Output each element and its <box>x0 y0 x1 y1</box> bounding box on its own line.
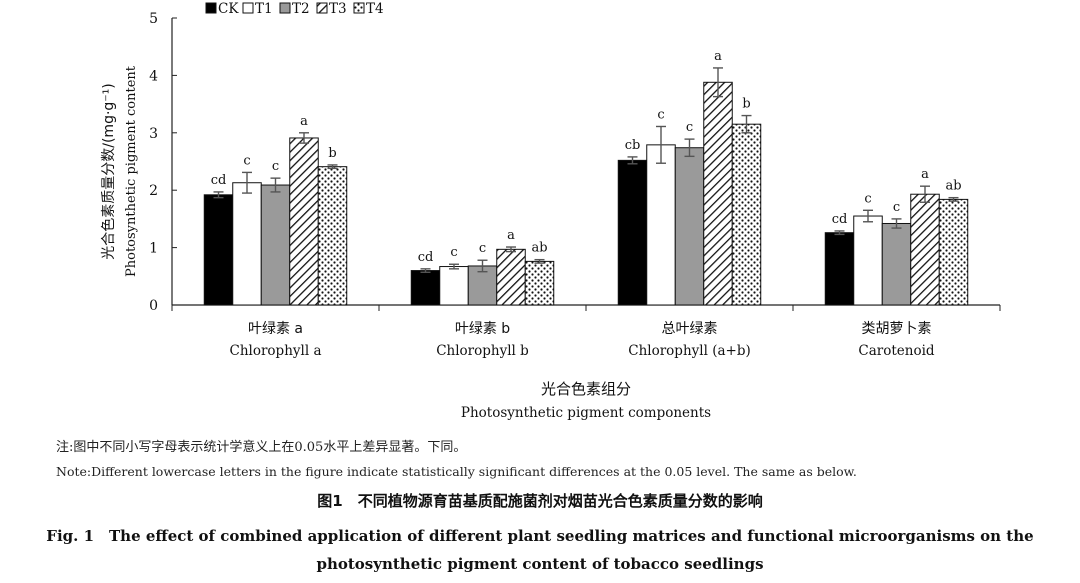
significance-letter: c <box>686 120 693 135</box>
significance-letter: cd <box>418 250 434 265</box>
category-label-cn: 叶绿素 a <box>248 321 303 337</box>
legend-swatch-t3 <box>316 2 328 14</box>
legend: CK T1 T2 T3 T4 <box>205 1 384 17</box>
bar-t3 <box>910 193 940 306</box>
significance-letter: c <box>893 200 900 215</box>
significance-letter: a <box>921 167 929 182</box>
bar-t1 <box>439 266 469 306</box>
bar-t4 <box>524 260 555 306</box>
bar-t3 <box>289 137 319 306</box>
y-tick-label: 4 <box>149 68 158 84</box>
legend-swatch-t2 <box>279 2 291 14</box>
bar-t4 <box>317 166 348 306</box>
bar-ck <box>203 194 234 306</box>
bar-t2 <box>260 184 291 306</box>
bar-t4 <box>938 198 969 306</box>
y-tick-label: 1 <box>149 241 158 257</box>
x-axis-title-cn: 光合色素组分 <box>541 380 631 398</box>
bars <box>203 67 969 306</box>
y-tick-label: 0 <box>149 298 158 314</box>
y-tick-label: 3 <box>149 126 158 142</box>
figure-caption-english-line-1: Fig. 1 The effect of combined applicatio… <box>46 527 1034 545</box>
y-axis-title-en: Photosynthetic pigment content <box>124 65 139 277</box>
figure-note-chinese: 注:图中不同小写字母表示统计学意义上在0.05水平上差异显著。下同。 <box>56 440 467 455</box>
bar-ck <box>617 159 648 306</box>
bar-ck <box>824 232 855 306</box>
bar-t2 <box>881 222 912 306</box>
legend-swatch-t4 <box>353 2 365 14</box>
significance-letter: a <box>714 49 722 64</box>
bar-t1 <box>853 215 883 306</box>
category-label-cn: 类胡萝卜素 <box>862 321 932 337</box>
legend-label-t3: T3 <box>329 1 347 17</box>
bar-t3 <box>496 248 526 306</box>
legend-label-t1: T1 <box>255 1 273 17</box>
legend-swatch-ck <box>205 2 217 14</box>
figure-caption-chinese: 图1 不同植物源育苗基质配施菌剂对烟苗光合色素质量分数的影响 <box>317 492 763 510</box>
bar-t1 <box>232 182 262 306</box>
significance-letter: cd <box>832 212 848 227</box>
category-label-en: Chlorophyll (a+b) <box>628 343 750 359</box>
significance-letter: c <box>450 245 457 260</box>
significance-letter: ab <box>945 179 961 194</box>
bar-ck <box>410 270 441 306</box>
y-axis-title-cn: 光合色素质量分数/(mg·g⁻¹) <box>100 83 117 260</box>
bar-t3 <box>703 81 733 306</box>
significance-letter: c <box>243 153 250 168</box>
significance-letter: ab <box>531 241 547 256</box>
x-axis-title-en: Photosynthetic pigment components <box>461 405 711 421</box>
category-label-cn: 总叶绿素 <box>662 321 718 337</box>
category-label-en: Carotenoid <box>858 343 935 359</box>
category-label-en: Chlorophyll a <box>230 343 322 359</box>
bar-t2 <box>674 147 705 306</box>
category-label-cn: 叶绿素 b <box>455 321 510 337</box>
significance-letter: c <box>864 191 871 206</box>
significance-letter: a <box>300 114 308 129</box>
legend-label-t2: T2 <box>292 1 310 17</box>
significance-letter: a <box>507 228 515 243</box>
y-tick-label: 2 <box>149 183 158 199</box>
significance-letter: c <box>657 107 664 122</box>
significance-letter: cd <box>211 173 227 188</box>
y-tick-label: 5 <box>149 11 158 27</box>
legend-label-ck: CK <box>218 1 239 17</box>
significance-letter: b <box>328 146 336 161</box>
bar-t1 <box>646 144 676 306</box>
category-label-en: Chlorophyll b <box>436 343 529 359</box>
significance-letter: cb <box>625 138 641 153</box>
bar-t4 <box>731 123 762 306</box>
figure-note-english: Note:Different lowercase letters in the … <box>56 464 857 479</box>
significance-letter: c <box>272 159 279 174</box>
significance-letter: c <box>479 241 486 256</box>
significance-letter: b <box>742 97 750 112</box>
legend-label-t4: T4 <box>366 1 384 17</box>
figure-caption-english-line-2: photosynthetic pigment content of tobacc… <box>316 555 764 573</box>
legend-swatch-t1 <box>242 2 254 14</box>
